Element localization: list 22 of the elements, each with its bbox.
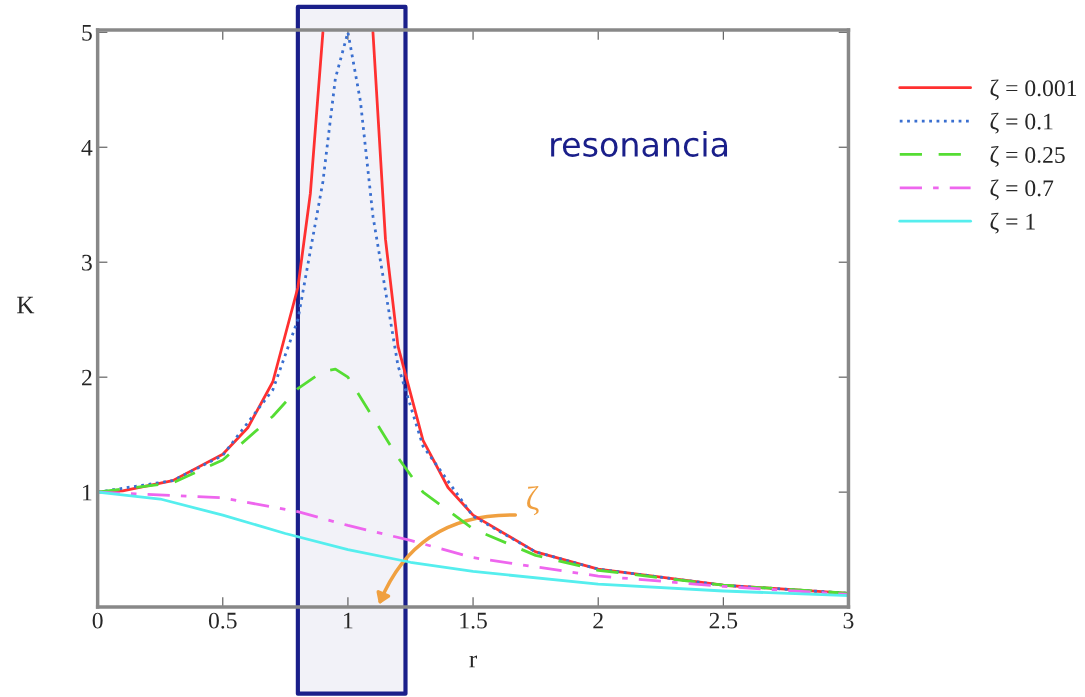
x-tick-label: 0.5 (208, 612, 237, 629)
x-tick-label: 0 (92, 612, 103, 629)
x-tick-label: 2 (593, 612, 603, 629)
y-tick-label: 3 (82, 254, 92, 271)
y-tick-label: 4 (81, 139, 93, 156)
band-label: resonancia (551, 131, 728, 157)
y-tick-label: 5 (82, 25, 92, 41)
legend-label: ζ = 0.7 (990, 179, 1054, 201)
y-tick-label: 2 (82, 369, 92, 386)
y-axis-title: K (17, 296, 35, 314)
legend-label: ζ = 0.25 (990, 146, 1065, 167)
x-tick-label: 1.5 (460, 612, 487, 629)
x-tick-label: 3 (843, 612, 854, 629)
annotation: ζ (527, 485, 539, 516)
x-axis-title: r (469, 655, 477, 668)
x-tick-label: 1 (344, 612, 353, 629)
x-tick-label: 2.5 (709, 612, 738, 629)
y-tick-label: 1 (83, 484, 92, 501)
legend-label: ζ = 0.1 (990, 112, 1053, 134)
line-series (97, 367, 849, 595)
legend-label: ζ = 1 (990, 212, 1035, 234)
legend-label: ζ = 0.001 (990, 79, 1077, 101)
